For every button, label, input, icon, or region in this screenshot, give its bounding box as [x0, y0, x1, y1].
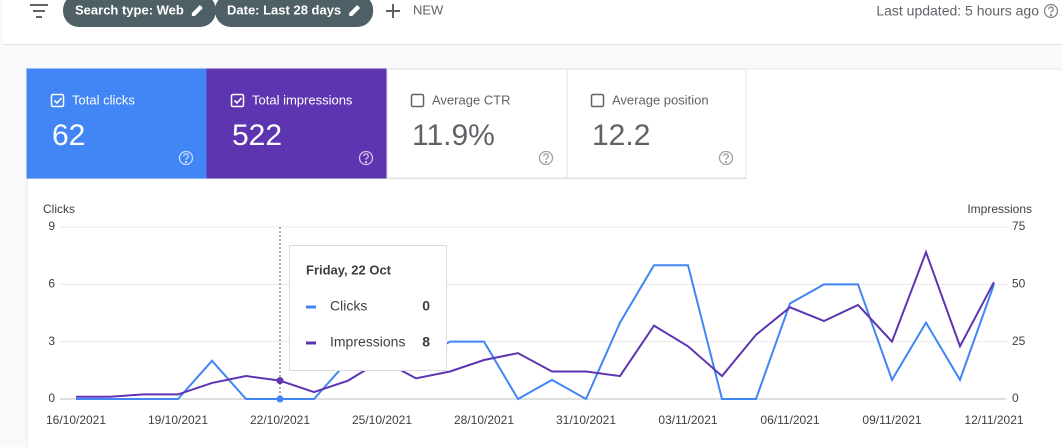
metric-label: Total impressions	[252, 92, 353, 107]
checkbox[interactable]	[50, 93, 65, 108]
metric-card[interactable]: Average CTR 11.9%	[386, 68, 568, 179]
metric-label: Average CTR	[432, 92, 511, 107]
checkmark	[53, 97, 63, 105]
help-mark	[183, 153, 189, 160]
y2-tick-label: 75	[1012, 219, 1026, 233]
y-tick-label: 3	[48, 334, 55, 348]
x-tick-label: 06/11/2021	[760, 413, 819, 427]
card-bg	[26, 68, 208, 179]
last-updated: Last updated: 5 hours ago	[876, 3, 1039, 19]
tooltip-series-name: Clicks	[330, 298, 367, 314]
metric-label: Average position	[612, 92, 709, 107]
tooltip-series-name: Impressions	[330, 334, 405, 350]
checkbox[interactable]	[590, 93, 605, 108]
help-circle	[718, 150, 734, 166]
help-dot	[184, 160, 188, 164]
help-circle	[178, 150, 194, 166]
y-tick-label: 9	[48, 219, 55, 233]
x-tick-label: 25/10/2021	[352, 413, 412, 427]
y-tick-label: 0	[48, 391, 55, 405]
filter-chip[interactable]: Search type: Web	[63, 0, 216, 27]
hover-dot	[276, 395, 284, 403]
help-mark	[363, 153, 369, 160]
pencil-icon	[349, 5, 361, 16]
x-tick-label: 12/11/2021	[964, 413, 1023, 427]
card-bg	[206, 68, 388, 179]
help-mark	[543, 153, 549, 160]
x-tick-label: 03/11/2021	[658, 413, 717, 427]
metric-value: 12.2	[592, 119, 650, 152]
pencil-icon	[191, 5, 203, 16]
x-tick-label: 16/10/2021	[46, 413, 106, 427]
y2-tick-label: 50	[1012, 277, 1026, 291]
card-bg	[566, 68, 747, 179]
metric-value: 522	[232, 119, 282, 152]
help-icon[interactable]	[358, 150, 374, 166]
y-tick-label: 6	[48, 277, 55, 291]
chip-bg	[215, 0, 374, 27]
tooltip-title: Friday, 22 Oct	[306, 262, 392, 277]
metric-value: 11.9%	[412, 119, 495, 152]
series-line	[76, 249, 995, 398]
metric-value: 62	[52, 119, 85, 152]
help-dot	[724, 160, 728, 164]
help-dot	[544, 160, 548, 164]
x-tick-label: 22/10/2021	[250, 413, 310, 427]
help-icon[interactable]	[178, 150, 194, 166]
help-circle	[538, 150, 554, 166]
card-bg	[386, 68, 568, 179]
y2-tick-label: 0	[1012, 391, 1019, 405]
help-circle	[358, 150, 374, 166]
new-label: NEW	[413, 2, 444, 17]
tooltip-value: 0	[422, 298, 430, 314]
chip-label: Search type: Web	[75, 2, 184, 17]
y-axis-label: Clicks	[43, 202, 75, 216]
filter-icon[interactable]	[30, 4, 48, 18]
help-icon[interactable]	[718, 150, 734, 166]
tooltip-value: 8	[422, 334, 430, 350]
help-icon[interactable]	[1043, 3, 1059, 19]
filter-chip[interactable]: Date: Last 28 days	[215, 0, 374, 27]
hover-dot	[276, 377, 284, 385]
help-icon[interactable]	[538, 150, 554, 166]
x-tick-label: 19/10/2021	[148, 413, 208, 427]
checkbox[interactable]	[230, 93, 245, 108]
metric-card[interactable]: Total clicks 62	[26, 68, 208, 179]
new-button[interactable]: NEW	[386, 2, 444, 18]
checkbox[interactable]	[410, 93, 425, 108]
x-tick-label: 09/11/2021	[862, 413, 921, 427]
chip-bg	[63, 0, 216, 27]
metric-card[interactable]: Total impressions 522	[206, 68, 388, 179]
x-tick-label: 31/10/2021	[556, 413, 616, 427]
metric-card[interactable]: Average position 12.2	[566, 68, 747, 179]
tooltip: Friday, 22 Oct Clicks 0 Impressions 8	[289, 245, 447, 371]
x-tick-label: 28/10/2021	[454, 413, 514, 427]
y2-axis-label: Impressions	[967, 202, 1032, 216]
metric-label: Total clicks	[72, 92, 135, 107]
checkmark	[233, 97, 243, 105]
help-mark	[723, 153, 729, 160]
help-dot	[364, 160, 368, 164]
y2-tick-label: 25	[1012, 334, 1026, 348]
plus-icon	[386, 4, 400, 18]
chip-label: Date: Last 28 days	[227, 2, 341, 17]
